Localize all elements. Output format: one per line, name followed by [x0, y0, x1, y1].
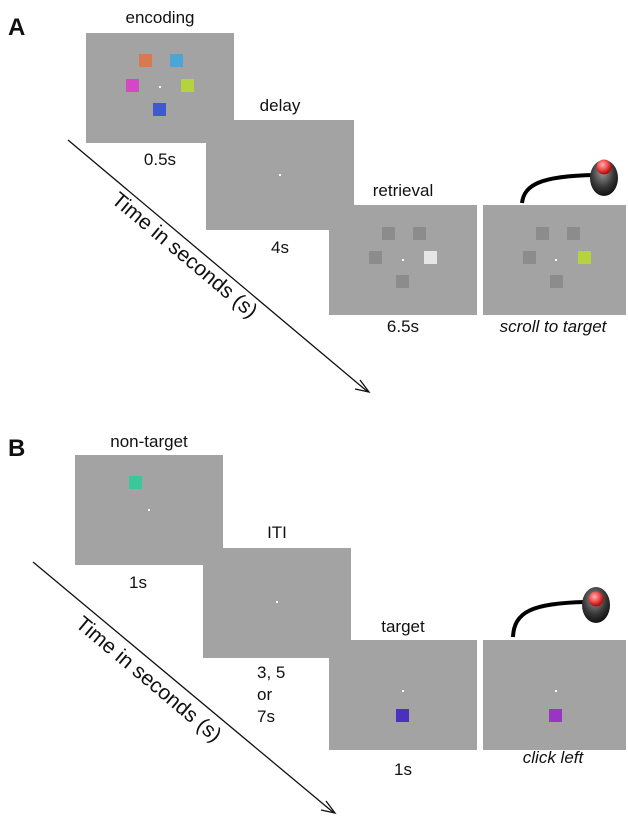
probe-square	[413, 227, 426, 240]
target-duration: 1s	[394, 760, 412, 779]
response-screen-b	[483, 640, 626, 750]
probe-square	[523, 251, 536, 264]
red-button	[596, 159, 612, 175]
target-screen	[329, 640, 477, 750]
stimulus-square-blue	[153, 103, 166, 116]
encoding-label: encoding	[125, 8, 195, 27]
fixation-dot	[279, 174, 281, 176]
iti-duration-line: 7s	[257, 707, 275, 726]
retrieval-label: retrieval	[372, 181, 434, 200]
panel-letter-b: B	[8, 435, 26, 462]
iti-duration-line: or	[257, 685, 273, 704]
iti-duration-line: 3, 5	[257, 663, 286, 682]
fixation-dot	[555, 259, 557, 261]
retrieval-duration: 6.5s	[386, 317, 420, 336]
stimulus-square-cyan	[170, 54, 183, 67]
delay-label: delay	[259, 96, 301, 115]
probe-square	[382, 227, 395, 240]
response-instruction-a: scroll to target	[499, 317, 607, 336]
probe-square	[369, 251, 382, 264]
iti-duration: 3, 5 or 7s	[257, 662, 317, 728]
nontarget-label: non-target	[110, 432, 188, 451]
probe-square	[536, 227, 549, 240]
fixation-dot	[276, 601, 278, 603]
probe-square	[550, 275, 563, 288]
stimulus-square-indigo	[396, 709, 409, 722]
encoding-duration: 0.5s	[143, 150, 177, 169]
retrieval-screen	[329, 205, 477, 315]
time-arrow-b	[32, 561, 337, 814]
target-square-lime	[578, 251, 591, 264]
panel-letter-a: A	[8, 14, 26, 41]
nontarget-duration: 1s	[129, 573, 147, 592]
fixation-dot	[159, 86, 161, 88]
nontarget-screen	[75, 455, 223, 565]
fixation-dot	[148, 509, 150, 511]
stimulus-square-teal	[129, 476, 142, 489]
probe-square	[567, 227, 580, 240]
trackball-mouse-icon	[520, 159, 618, 204]
response-screen-a	[483, 205, 626, 315]
trackball-mouse-icon	[511, 587, 610, 638]
probe-square-highlighted	[424, 251, 437, 264]
response-instruction-b: click left	[522, 748, 584, 767]
fixation-dot	[402, 690, 404, 692]
iti-screen	[203, 548, 351, 658]
target-label: target	[381, 617, 425, 636]
fixation-dot	[555, 690, 557, 692]
fixation-dot	[402, 259, 404, 261]
stimulus-square-magenta	[126, 79, 139, 92]
red-button	[588, 591, 604, 607]
stimulus-square-orange	[139, 54, 152, 67]
iti-label: ITI	[267, 523, 287, 542]
time-arrow-a	[67, 139, 371, 393]
probe-square	[396, 275, 409, 288]
stimulus-square-purple	[549, 709, 562, 722]
stimulus-square-lime	[181, 79, 194, 92]
delay-duration: 4s	[271, 238, 289, 257]
